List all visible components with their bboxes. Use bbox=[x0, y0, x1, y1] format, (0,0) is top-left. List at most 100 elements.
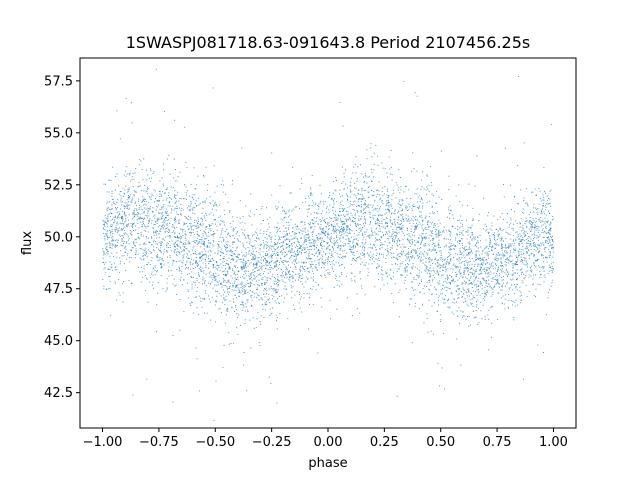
data-point bbox=[148, 220, 150, 222]
data-point bbox=[236, 297, 238, 299]
data-point bbox=[133, 189, 135, 191]
data-point bbox=[289, 215, 291, 217]
data-point bbox=[120, 208, 122, 210]
data-point bbox=[463, 267, 465, 269]
data-point bbox=[182, 209, 184, 211]
data-point bbox=[208, 298, 210, 300]
data-point bbox=[119, 222, 121, 224]
data-point bbox=[376, 223, 378, 225]
data-point bbox=[259, 244, 261, 246]
data-point bbox=[436, 233, 438, 235]
data-point bbox=[166, 288, 168, 290]
data-point bbox=[183, 249, 185, 251]
data-point bbox=[429, 273, 431, 275]
data-point bbox=[362, 223, 364, 225]
data-point bbox=[303, 262, 305, 264]
data-point bbox=[281, 276, 283, 278]
data-point bbox=[492, 246, 494, 248]
data-point bbox=[363, 181, 365, 183]
data-point bbox=[417, 248, 419, 250]
data-point bbox=[244, 290, 246, 292]
data-point bbox=[438, 247, 440, 249]
data-point bbox=[293, 255, 295, 257]
data-point bbox=[246, 275, 248, 277]
data-point bbox=[406, 269, 408, 271]
data-point bbox=[387, 208, 389, 210]
data-point bbox=[161, 212, 163, 214]
data-point bbox=[351, 219, 353, 221]
data-point bbox=[291, 255, 293, 257]
data-point bbox=[405, 259, 407, 261]
data-point bbox=[428, 226, 430, 228]
data-point bbox=[453, 244, 455, 246]
data-point bbox=[160, 262, 162, 264]
data-point bbox=[226, 251, 228, 253]
data-point bbox=[399, 289, 401, 291]
data-point bbox=[406, 220, 408, 222]
data-point bbox=[371, 255, 373, 257]
data-point bbox=[386, 232, 388, 234]
data-point bbox=[458, 287, 460, 289]
data-point bbox=[120, 223, 122, 225]
data-point bbox=[124, 206, 126, 208]
data-point bbox=[422, 224, 424, 226]
data-point bbox=[342, 221, 344, 223]
data-point bbox=[161, 225, 163, 227]
data-point bbox=[252, 279, 254, 281]
data-point bbox=[530, 223, 532, 225]
data-point bbox=[502, 246, 504, 248]
data-point bbox=[194, 281, 196, 283]
data-point bbox=[498, 283, 500, 285]
data-point bbox=[305, 240, 307, 242]
data-point bbox=[493, 286, 495, 288]
data-point bbox=[466, 292, 468, 294]
data-point bbox=[271, 259, 273, 261]
data-point bbox=[174, 216, 176, 218]
data-point bbox=[539, 198, 541, 200]
data-point bbox=[261, 256, 263, 258]
data-point bbox=[509, 256, 510, 258]
data-point bbox=[401, 254, 403, 256]
data-point bbox=[525, 251, 527, 253]
data-point bbox=[471, 263, 473, 265]
data-point bbox=[499, 283, 501, 285]
data-point bbox=[463, 250, 465, 252]
data-point bbox=[445, 262, 447, 264]
data-point bbox=[355, 229, 357, 231]
data-point bbox=[134, 191, 136, 193]
data-point bbox=[428, 289, 430, 291]
data-point bbox=[304, 248, 306, 250]
data-point bbox=[523, 142, 525, 144]
data-point bbox=[363, 225, 365, 227]
data-point bbox=[501, 246, 503, 248]
data-point bbox=[291, 248, 293, 250]
data-point bbox=[155, 221, 157, 223]
data-point bbox=[368, 206, 370, 208]
data-point bbox=[475, 259, 477, 261]
data-point bbox=[407, 215, 409, 217]
data-point bbox=[344, 188, 346, 190]
data-point bbox=[106, 246, 108, 248]
data-point bbox=[244, 285, 246, 287]
data-point bbox=[526, 251, 528, 253]
data-point bbox=[338, 231, 340, 233]
data-point bbox=[379, 288, 381, 290]
data-point bbox=[273, 253, 275, 255]
data-point bbox=[274, 266, 276, 268]
data-point bbox=[471, 250, 473, 252]
data-point bbox=[201, 236, 203, 238]
data-point bbox=[174, 236, 176, 238]
data-point bbox=[396, 226, 398, 228]
data-point bbox=[193, 167, 195, 169]
data-point bbox=[286, 267, 288, 269]
data-point bbox=[121, 210, 123, 212]
data-point bbox=[187, 268, 189, 270]
data-point bbox=[251, 258, 253, 260]
data-point bbox=[432, 269, 434, 271]
data-point bbox=[342, 229, 344, 231]
data-point bbox=[162, 206, 164, 208]
data-point bbox=[547, 221, 549, 223]
data-point bbox=[465, 249, 467, 251]
data-point bbox=[232, 298, 234, 300]
data-point bbox=[242, 304, 244, 306]
